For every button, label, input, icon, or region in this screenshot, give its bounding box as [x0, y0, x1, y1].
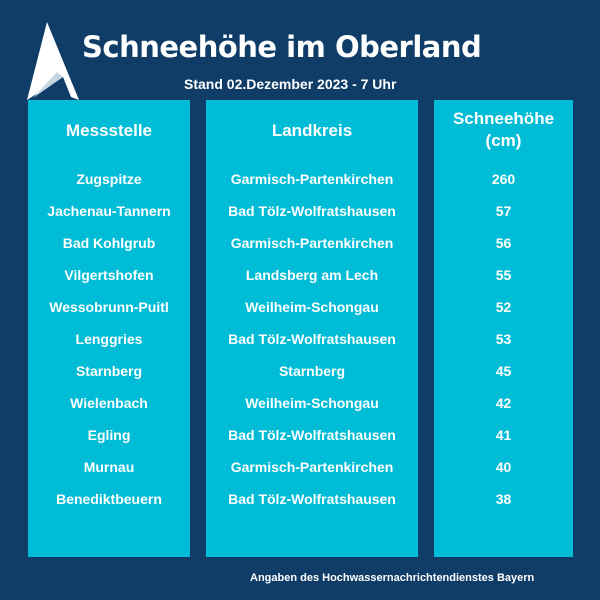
- snow-depth-cell: 40: [495, 459, 512, 475]
- district-cell: Weilheim-Schongau: [245, 395, 379, 411]
- snow-depth-cell: 57: [495, 203, 512, 219]
- column-header: Landkreis: [271, 121, 353, 140]
- column-header: Messstelle: [66, 121, 152, 140]
- district-cell: Starnberg: [278, 363, 346, 379]
- district-cell: Garmisch-Partenkirchen: [230, 459, 394, 475]
- district-cell: Bad Tölz-Wolfratshausen: [228, 491, 396, 507]
- district-cell: Garmisch-Partenkirchen: [230, 171, 394, 187]
- snow-depth-cell: 38: [495, 491, 512, 507]
- source-note: Angaben des Hochwassernachrichtendienste…: [250, 572, 535, 584]
- snow-depth-cell: 55: [495, 267, 512, 283]
- district-cell: Landsberg am Lech: [245, 267, 379, 283]
- station-cell: Bad Kohlgrub: [62, 235, 156, 251]
- column-landkreis: Landkreis Garmisch-Partenkirchen Bad Tölz…: [206, 100, 418, 557]
- snow-depth-cell: 52: [495, 299, 512, 315]
- column-messstelle: Messstelle Zugspitze Jachenau-Tannern Bad …: [28, 100, 190, 557]
- station-cell: Wielenbach: [70, 395, 148, 411]
- snow-depth-cell: 53: [495, 331, 512, 347]
- station-cell: Starnberg: [75, 363, 143, 379]
- district-cell: Weilheim-Schongau: [245, 299, 379, 315]
- station-cell: Lenggries: [75, 331, 143, 347]
- snow-depth-cell: 42: [495, 395, 512, 411]
- page-subtitle: Stand 02.Dezember 2023 - 7 Uhr: [184, 76, 397, 92]
- station-cell: Benediktbeuern: [56, 491, 162, 507]
- snow-depth-cell: 41: [495, 427, 512, 443]
- district-cell: Bad Tölz-Wolfratshausen: [228, 427, 396, 443]
- snow-depth-cell: 56: [495, 235, 512, 251]
- district-cell: Bad Tölz-Wolfratshausen: [228, 203, 396, 219]
- district-cell: Bad Tölz-Wolfratshausen: [228, 331, 396, 347]
- station-cell: Egling: [87, 427, 131, 443]
- column-header: Schneehöhe (cm): [452, 109, 555, 150]
- station-cell: Zugspitze: [76, 171, 142, 187]
- mountain-logo-icon: [27, 22, 79, 100]
- page-title: Schneehöhe im Oberland: [82, 30, 482, 64]
- station-cell: Murnau: [83, 459, 135, 475]
- station-cell: Jachenau-Tannern: [47, 203, 171, 219]
- station-cell: Wessobrunn-Puitl: [49, 299, 169, 315]
- district-cell: Garmisch-Partenkirchen: [230, 235, 394, 251]
- station-cell: Vilgertshofen: [64, 267, 154, 283]
- snow-depth-cell: 260: [491, 171, 516, 187]
- snow-depth-cell: 45: [495, 363, 512, 379]
- column-schneehoehe: Schneehöhe (cm) 260 57 56 55 52 53 45 42 41 40 38: [434, 100, 573, 557]
